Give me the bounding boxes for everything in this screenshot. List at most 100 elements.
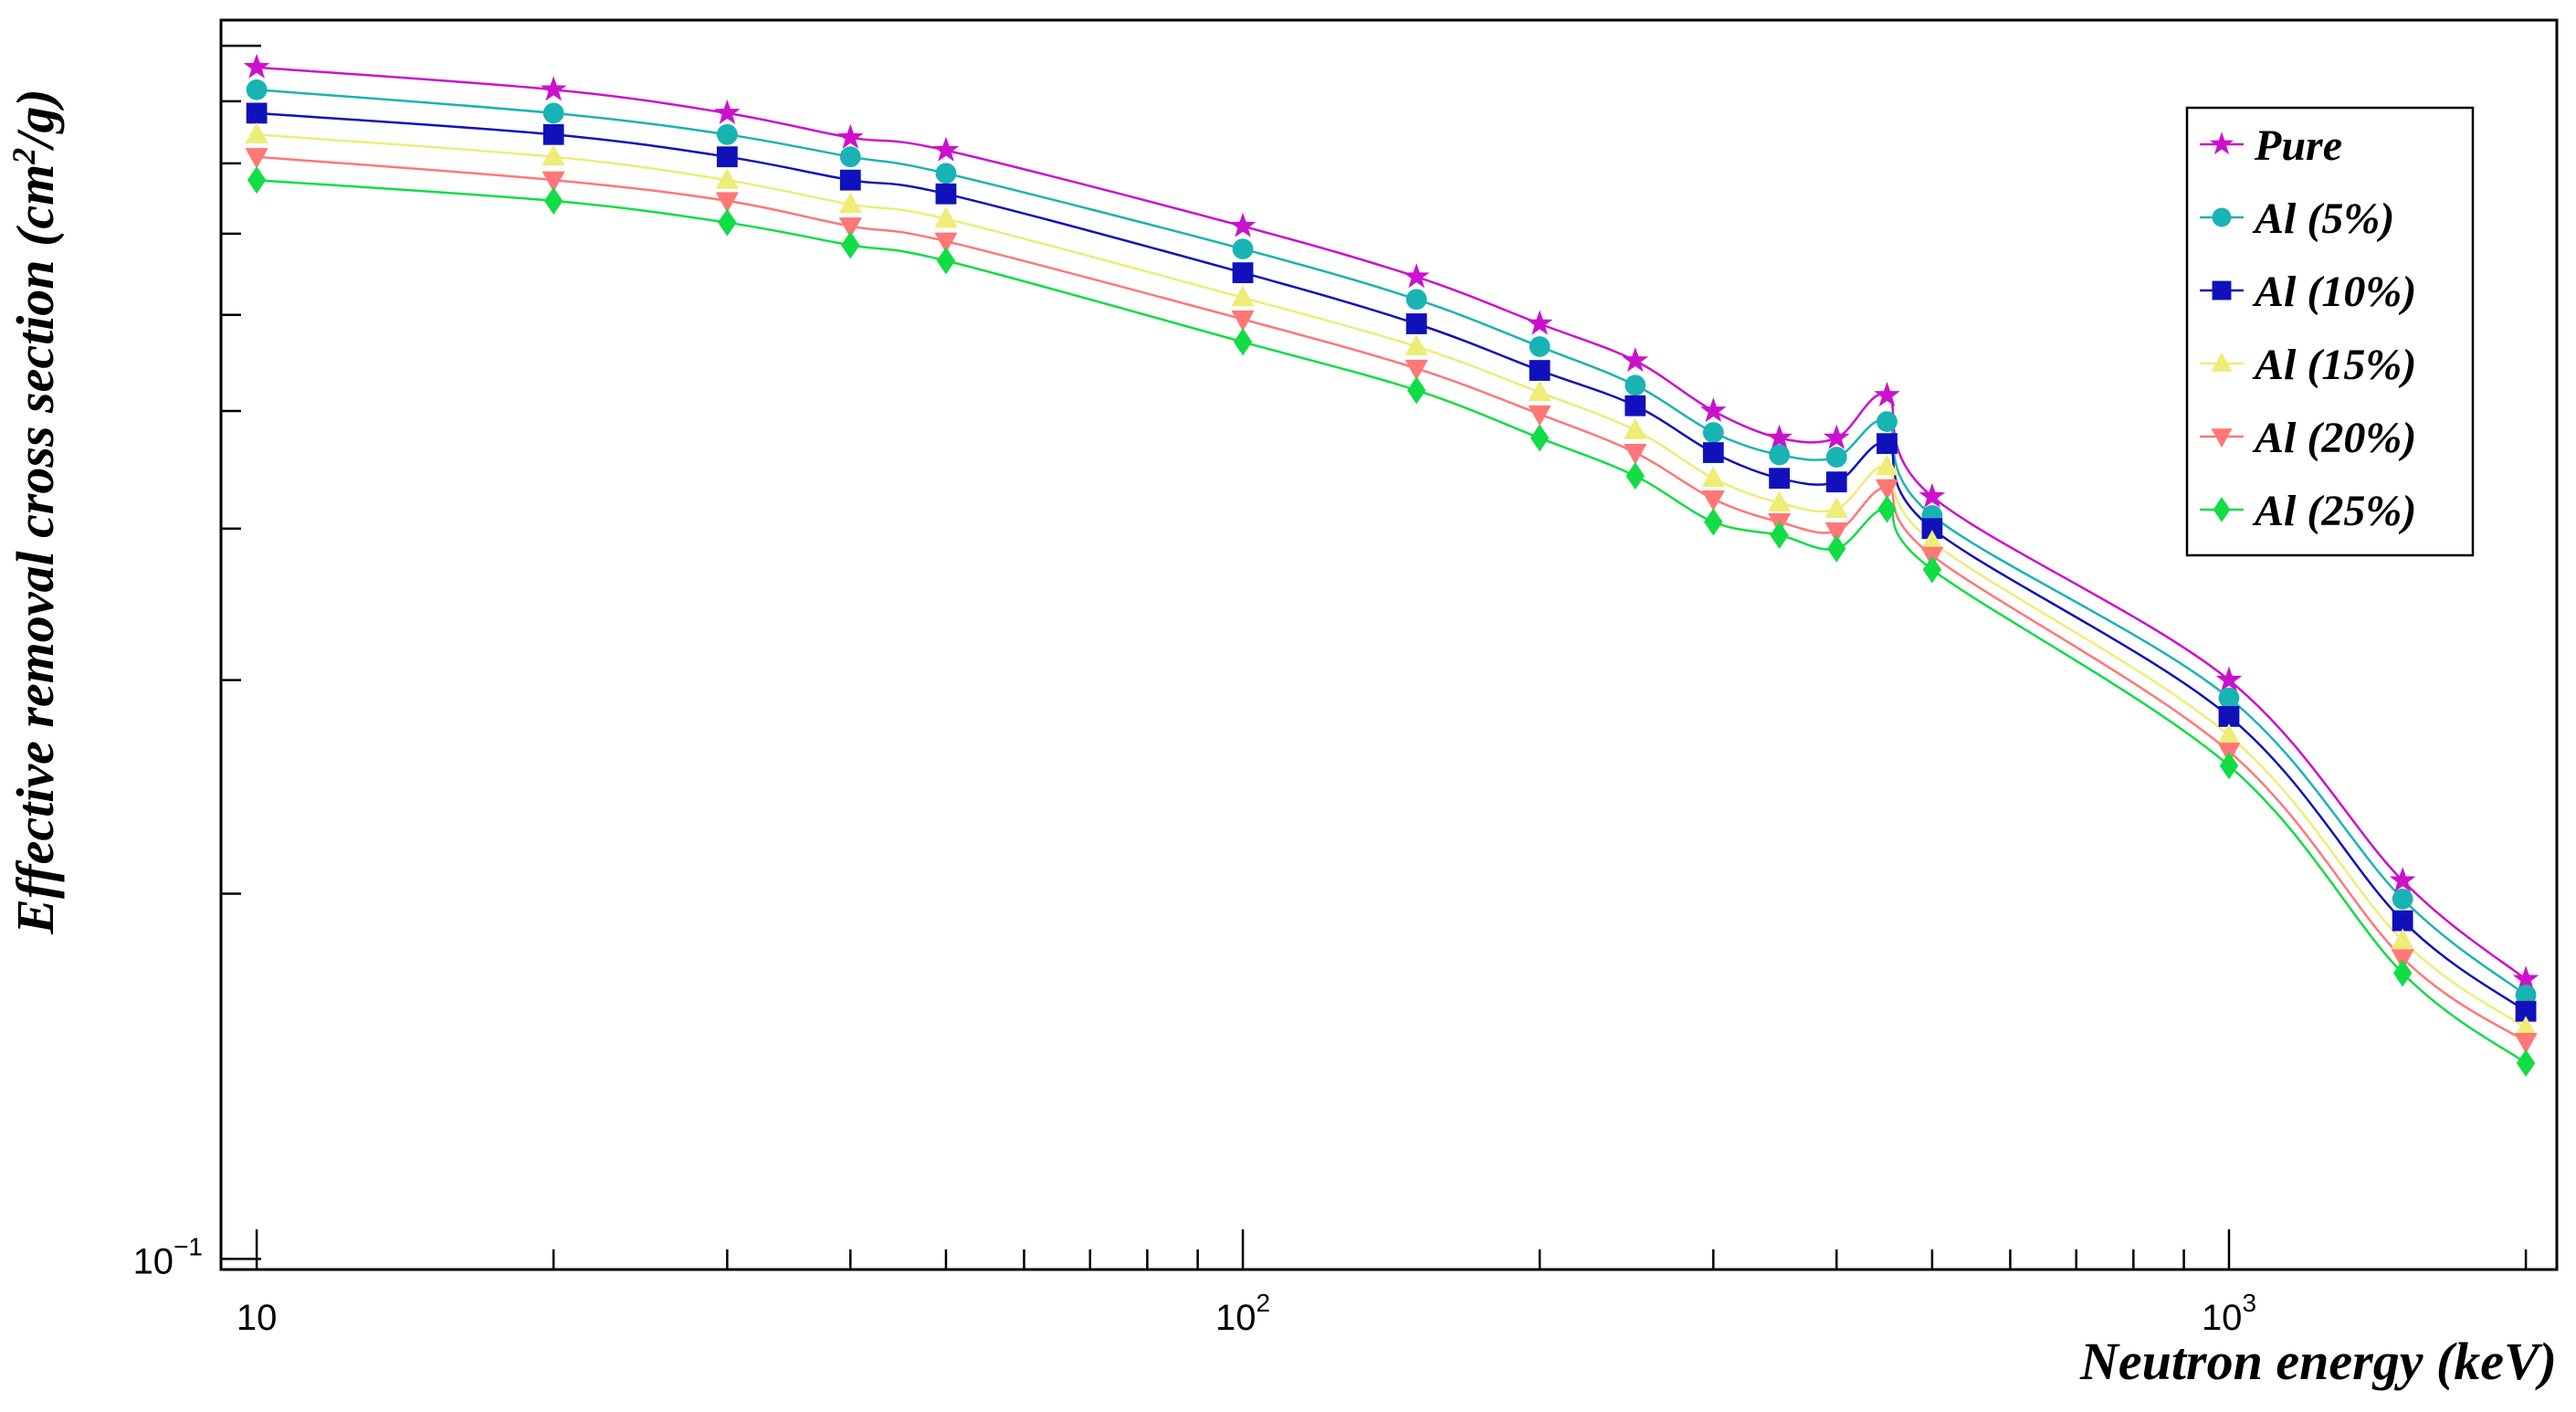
data-point <box>2215 666 2243 691</box>
data-point <box>1768 490 1792 512</box>
data-point <box>1769 444 1791 466</box>
data-point <box>246 79 268 100</box>
data-point <box>1769 468 1791 490</box>
y-tick-label: 10−1 <box>133 1232 203 1281</box>
data-point <box>1405 313 1427 334</box>
data-point <box>1624 395 1646 416</box>
data-point <box>935 183 957 205</box>
data-point <box>2218 687 2240 709</box>
series-line-0 <box>257 66 2527 981</box>
data-point <box>936 247 956 275</box>
data-point <box>1624 417 1647 439</box>
data-point <box>2219 752 2239 780</box>
data-point <box>932 136 960 162</box>
legend-label: Al (5%) <box>2252 195 2394 243</box>
y-axis-title: Effective removal cross section (cm2/g) <box>5 89 65 934</box>
y-axis-title-main: Effective removal cross section (cm <box>5 164 65 935</box>
data-point <box>1231 311 1255 332</box>
data-point <box>1877 433 1898 455</box>
data-point <box>1766 424 1793 449</box>
series-line-2 <box>257 111 2527 1013</box>
data-point <box>1407 376 1426 405</box>
legend-label: Al (25%) <box>2252 487 2416 535</box>
series-line-1 <box>257 88 2527 996</box>
data-point <box>935 163 957 184</box>
data-point <box>934 232 958 254</box>
legend-marker <box>2211 428 2233 448</box>
data-point <box>2514 1033 2538 1054</box>
data-point <box>1922 555 1942 584</box>
data-point <box>1877 495 1897 523</box>
legend-marker <box>2209 132 2234 155</box>
data-point <box>541 171 565 193</box>
data-point <box>245 148 268 169</box>
x-tick-label: 10 <box>237 1298 278 1338</box>
data-point <box>2516 1049 2536 1078</box>
data-point <box>1625 462 1645 490</box>
legend-marker <box>2212 207 2232 227</box>
data-point <box>1529 360 1551 381</box>
data-point <box>2217 723 2241 745</box>
data-point <box>1702 442 1724 463</box>
legend-marker <box>2212 280 2232 300</box>
data-point <box>1404 334 1428 356</box>
data-point <box>2515 985 2537 1006</box>
data-point <box>839 146 861 168</box>
data-point <box>1528 380 1551 402</box>
data-point <box>1229 212 1256 237</box>
data-point <box>247 166 267 195</box>
data-point <box>1232 262 1254 284</box>
data-point <box>1622 347 1649 373</box>
data-point <box>934 206 958 228</box>
data-point <box>839 169 861 191</box>
data-point <box>1701 466 1725 488</box>
data-point <box>1825 471 1847 493</box>
data-point <box>1233 328 1253 356</box>
data-point <box>1770 521 1789 549</box>
data-point <box>542 123 564 145</box>
data-point <box>841 231 860 259</box>
data-point <box>1824 424 1850 449</box>
data-point <box>838 192 862 214</box>
data-point <box>1528 405 1551 427</box>
data-point <box>246 102 268 124</box>
data-point <box>1874 381 1900 407</box>
data-point <box>2514 1016 2538 1038</box>
data-point <box>544 186 563 215</box>
data-point <box>714 99 741 124</box>
data-point <box>1824 522 1848 543</box>
data-point <box>1624 443 1647 465</box>
x-tick-label: 102 <box>1215 1289 1270 1338</box>
data-point <box>541 144 565 166</box>
data-point <box>1827 534 1846 563</box>
data-point <box>1529 336 1551 357</box>
plot-frame <box>219 18 2559 1271</box>
data-point <box>2389 867 2416 892</box>
data-point <box>542 102 564 124</box>
data-point <box>837 123 864 149</box>
data-point <box>1701 490 1725 511</box>
data-point <box>1404 359 1428 381</box>
data-point <box>1405 289 1427 311</box>
legend: Pure Al (5%) Al (10%) Al (15%) Al (20%) Al (2… <box>2185 106 2475 557</box>
legend-label: Al (10%) <box>2252 268 2416 316</box>
data-point <box>1530 424 1550 452</box>
data-point <box>1824 497 1848 519</box>
data-point <box>838 217 862 238</box>
data-point <box>2392 888 2413 910</box>
y-axis-title-sup: 2 <box>5 148 42 165</box>
x-axis-title: Neutron energy (keV) <box>2079 1332 2557 1391</box>
curves-layer <box>257 66 2527 1065</box>
data-point <box>2392 959 2413 987</box>
data-point <box>1825 447 1847 468</box>
data-point <box>1702 422 1724 443</box>
data-point <box>1403 263 1430 289</box>
legend-box <box>2185 106 2475 557</box>
data-point <box>1232 238 1254 260</box>
data-point <box>2391 928 2414 950</box>
data-point <box>1624 374 1646 396</box>
data-point <box>1231 285 1255 307</box>
series-line-4 <box>257 155 2527 1043</box>
legend-label: Pure <box>2254 121 2342 170</box>
